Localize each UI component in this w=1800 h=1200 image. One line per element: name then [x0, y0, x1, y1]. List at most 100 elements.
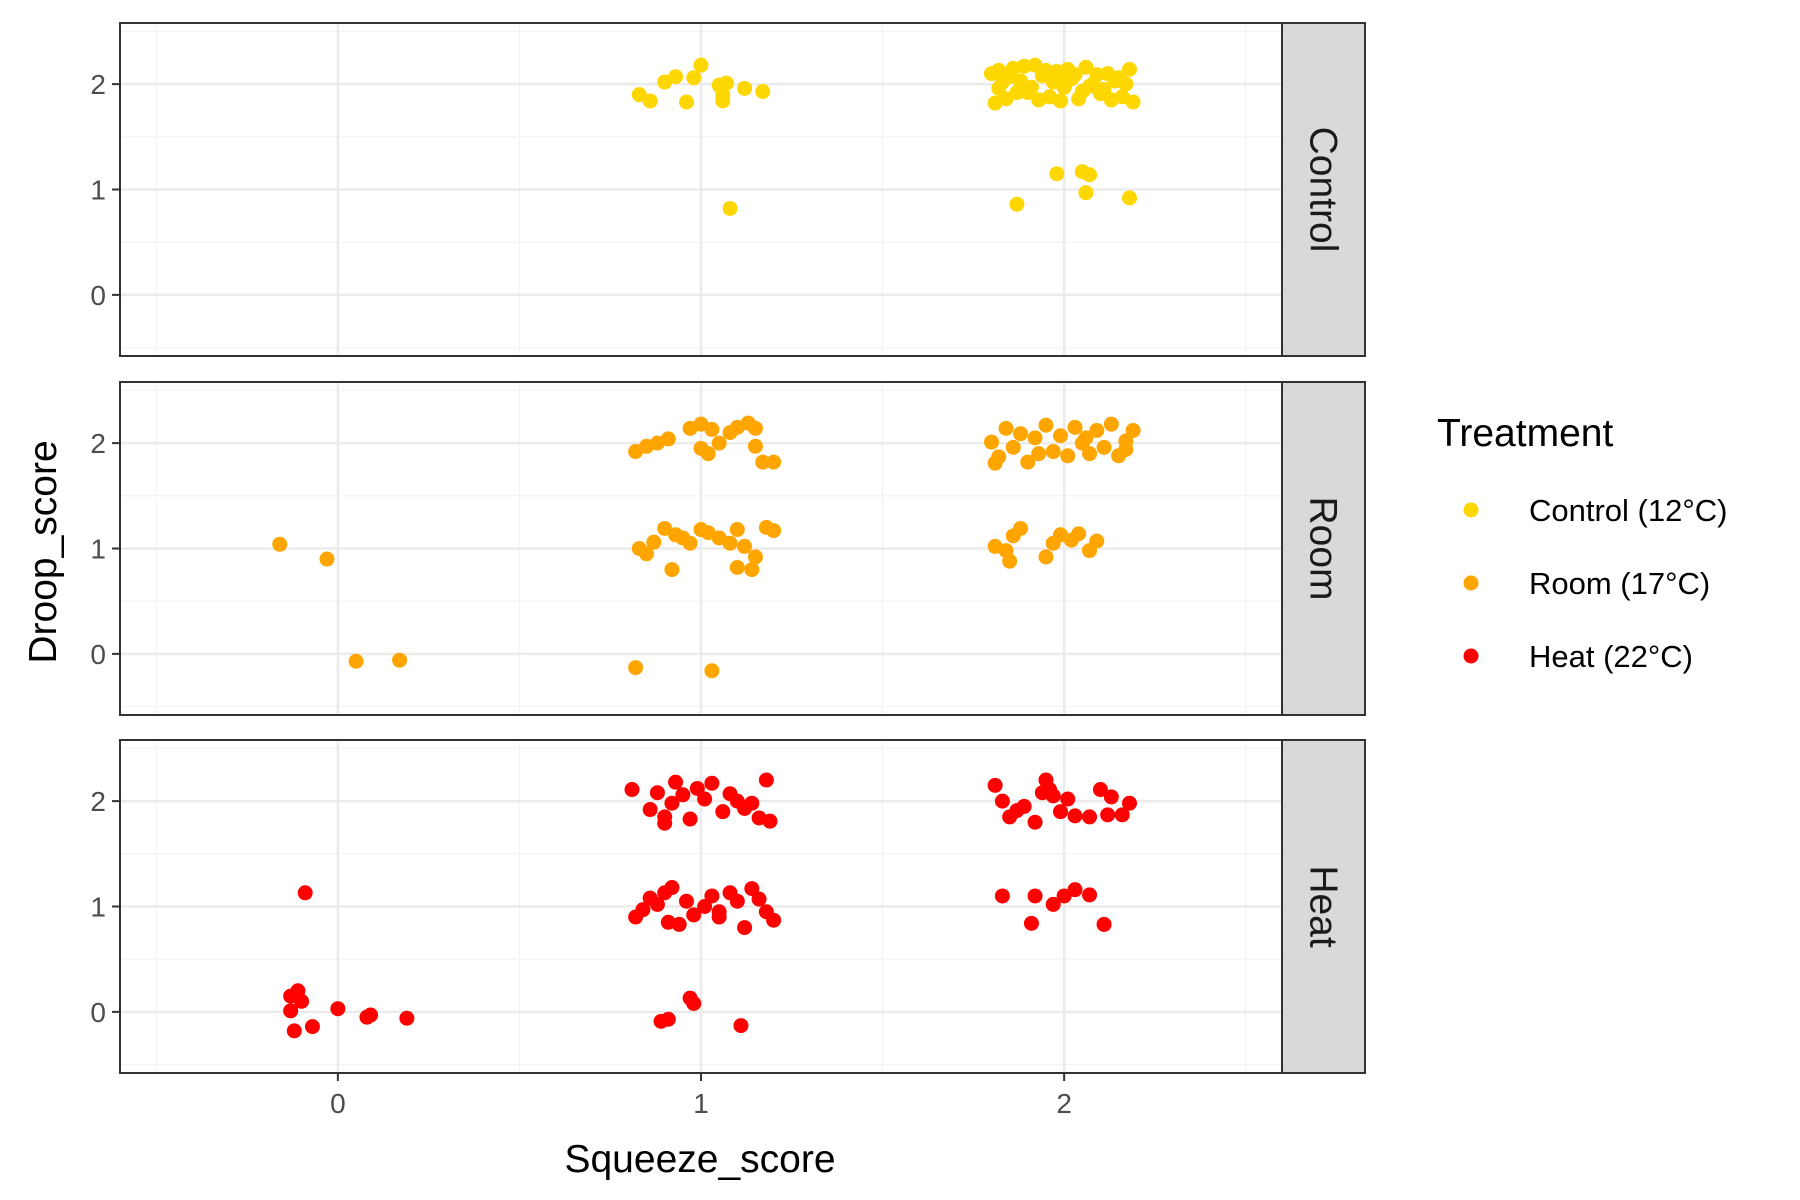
data-point [737, 538, 753, 554]
data-point [704, 663, 720, 679]
data-point [1052, 93, 1068, 109]
data-point [649, 896, 665, 912]
data-point [1111, 70, 1127, 86]
data-point [1067, 419, 1083, 435]
data-point [762, 813, 778, 829]
data-point [697, 791, 713, 807]
data-point [689, 780, 705, 796]
data-point [660, 431, 676, 447]
facet-panel-heat: 0 1 2 Heat [90, 739, 1366, 1074]
data-point [1071, 526, 1087, 542]
x-axis: 0 1 2 [330, 1073, 1072, 1119]
data-point [392, 652, 408, 668]
data-point [686, 995, 702, 1011]
data-point [994, 793, 1010, 809]
data-point [678, 893, 694, 909]
data-point [624, 782, 640, 798]
data-point [1031, 446, 1047, 462]
data-point [737, 920, 753, 936]
data-point [747, 549, 763, 565]
data-point [994, 888, 1010, 904]
data-point [1121, 190, 1137, 206]
data-point [747, 438, 763, 454]
data-point [678, 94, 694, 110]
data-point [1045, 444, 1061, 460]
data-point [1023, 79, 1039, 95]
data-point [1067, 808, 1083, 824]
data-point [711, 435, 727, 451]
data-point [1056, 888, 1072, 904]
data-point [700, 446, 716, 462]
data-point [1078, 430, 1094, 446]
data-point [744, 562, 760, 578]
data-point [729, 522, 745, 538]
y-tick-label: 2 [90, 428, 106, 459]
data-point [991, 62, 1007, 78]
y-tick-label: 0 [90, 639, 106, 670]
facet-panel-control: 0 1 2 Control [90, 22, 1366, 357]
x-axis-title: Squeeze_score [564, 1138, 835, 1181]
data-point [628, 660, 644, 676]
data-point [649, 785, 665, 801]
facet-strip [1281, 381, 1366, 716]
data-point [1027, 430, 1043, 446]
data-point [1027, 888, 1043, 904]
facet-strip-label: Room [1302, 496, 1345, 600]
data-point [635, 902, 651, 918]
data-point [729, 893, 745, 909]
legend-key [1463, 648, 1479, 664]
data-point [1042, 782, 1058, 798]
y-axis-title: Droop_score [22, 440, 65, 663]
data-point [766, 454, 782, 470]
data-point [675, 787, 691, 803]
data-point [1082, 78, 1098, 94]
data-point [399, 1010, 415, 1026]
x-tick-label: 1 [693, 1088, 709, 1119]
data-point [657, 520, 673, 536]
data-point [697, 899, 713, 914]
legend-label: Heat (22°C) [1529, 639, 1693, 674]
data-point [994, 74, 1010, 90]
data-point [722, 535, 738, 551]
data-point [682, 811, 698, 827]
y-tick-label: 0 [90, 280, 106, 311]
facet-strip [1281, 739, 1366, 1074]
data-point [330, 1001, 346, 1017]
data-point [1114, 807, 1130, 823]
data-point [1016, 58, 1032, 74]
data-point [1089, 422, 1105, 438]
data-point [1103, 92, 1119, 108]
data-point [744, 795, 760, 811]
y-tick-label: 1 [90, 534, 106, 565]
data-point [664, 562, 680, 578]
data-point [984, 434, 999, 450]
data-point [1009, 85, 1025, 101]
facet-panel-room: 0 1 2 Room [90, 381, 1366, 716]
y-tick-label: 2 [90, 786, 106, 817]
data-point [1092, 782, 1108, 798]
legend-entry: Control (12°C) [1463, 493, 1727, 528]
y-tick-label: 2 [90, 69, 106, 100]
data-point [1027, 814, 1043, 830]
data-point [639, 546, 655, 562]
data-point [1121, 795, 1137, 811]
data-point [704, 888, 720, 904]
points-control [631, 57, 1141, 216]
data-point [766, 912, 782, 928]
data-point [1067, 67, 1083, 83]
data-point [682, 535, 698, 551]
data-point [1049, 166, 1065, 182]
facet-panels: 0 1 2 Control 0 1 2 Room 0 1 2 Heat [90, 22, 1366, 1074]
data-point [660, 914, 676, 930]
data-point [1121, 61, 1137, 77]
data-point [718, 75, 734, 91]
legend-title: Treatment [1437, 412, 1613, 455]
y-tick-label: 0 [90, 997, 106, 1028]
data-point [1096, 81, 1112, 97]
data-point [1082, 809, 1098, 825]
data-point [642, 802, 658, 818]
legend-entry: Room (17°C) [1463, 566, 1710, 601]
data-point [715, 87, 731, 103]
data-point [1016, 798, 1032, 814]
